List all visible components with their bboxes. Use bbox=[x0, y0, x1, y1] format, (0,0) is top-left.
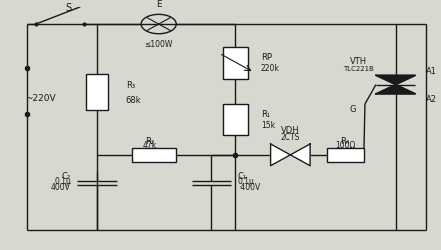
Text: G: G bbox=[350, 105, 356, 114]
Text: VDH: VDH bbox=[281, 126, 299, 134]
Text: R₄: R₄ bbox=[340, 137, 350, 146]
Text: TLC221B: TLC221B bbox=[343, 66, 374, 71]
Text: 0.1μ: 0.1μ bbox=[54, 176, 71, 185]
Bar bbox=[224, 48, 247, 79]
Polygon shape bbox=[290, 144, 310, 166]
Text: A1: A1 bbox=[426, 67, 437, 76]
Text: 400V: 400V bbox=[51, 182, 71, 191]
Bar bbox=[132, 148, 176, 162]
Polygon shape bbox=[376, 76, 415, 85]
Text: S: S bbox=[66, 3, 72, 13]
Text: 2CTS: 2CTS bbox=[280, 133, 300, 141]
Bar bbox=[86, 74, 108, 110]
Text: R₃: R₃ bbox=[126, 81, 135, 90]
Text: A2: A2 bbox=[426, 95, 437, 104]
Text: RP: RP bbox=[261, 53, 272, 62]
Text: ~220V: ~220V bbox=[25, 94, 56, 103]
Text: C₁: C₁ bbox=[238, 171, 247, 180]
Text: 100Ω: 100Ω bbox=[335, 140, 355, 149]
Text: R₂: R₂ bbox=[146, 137, 154, 146]
Text: VTH: VTH bbox=[350, 57, 367, 66]
Bar bbox=[224, 104, 247, 136]
Text: E: E bbox=[156, 0, 161, 9]
Text: 68k: 68k bbox=[126, 95, 142, 104]
Bar bbox=[326, 148, 364, 162]
Text: C₂: C₂ bbox=[62, 171, 71, 180]
Polygon shape bbox=[271, 144, 290, 166]
Text: 15k: 15k bbox=[261, 120, 275, 130]
Text: 0.1μ: 0.1μ bbox=[238, 176, 254, 185]
Text: 47k: 47k bbox=[143, 140, 157, 149]
Text: ·400V: ·400V bbox=[238, 182, 260, 191]
Text: R₁: R₁ bbox=[261, 110, 270, 119]
Polygon shape bbox=[376, 85, 415, 94]
Text: 220k: 220k bbox=[261, 64, 280, 73]
Text: ≤100W: ≤100W bbox=[145, 40, 173, 49]
